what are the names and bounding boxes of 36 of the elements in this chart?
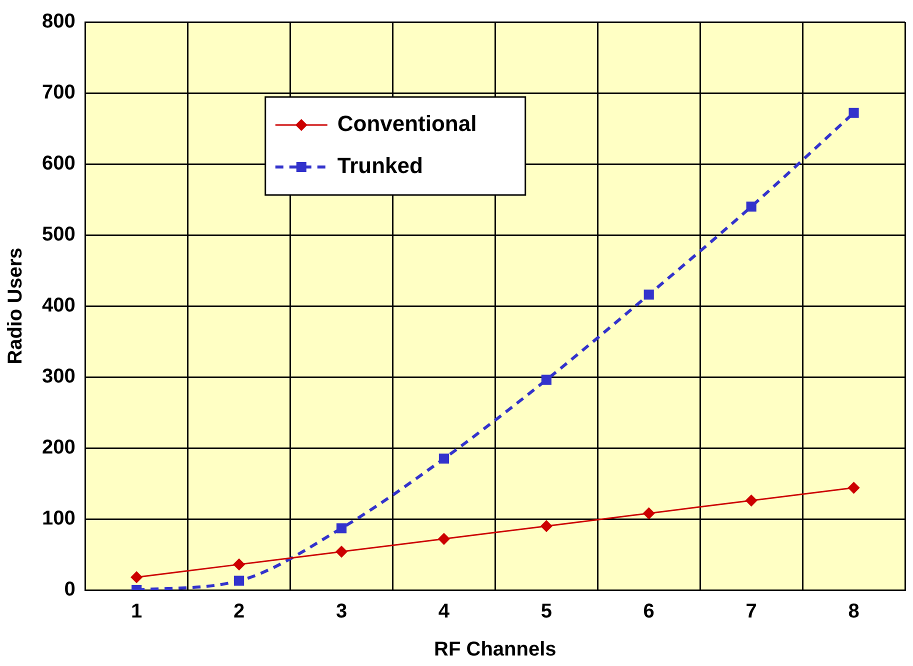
legend-label: Trunked <box>337 153 423 178</box>
x-axis-title: RF Channels <box>434 638 556 661</box>
point <box>130 571 142 583</box>
point <box>746 494 758 506</box>
point <box>234 576 244 586</box>
y-axis-title: Radio Users <box>4 248 27 364</box>
point <box>644 290 654 300</box>
x-tick-label: 2 <box>233 600 245 623</box>
x-tick-label: 3 <box>336 600 348 623</box>
point <box>848 108 859 118</box>
point <box>643 508 655 520</box>
y-tick-label: 600 <box>42 152 76 175</box>
y-tick-label: 400 <box>42 294 76 317</box>
point <box>438 533 450 545</box>
y-tick-label: 500 <box>42 224 76 246</box>
y-tick-label: 300 <box>42 366 76 388</box>
x-tick-label: 7 <box>746 600 757 623</box>
x-tick-label: 1 <box>131 600 142 623</box>
y-tick-label: 800 <box>42 10 76 33</box>
point <box>848 482 860 494</box>
y-tick-label: 0 <box>64 578 76 601</box>
x-tick-label: 6 <box>643 600 654 623</box>
point <box>336 546 348 558</box>
point <box>438 454 449 464</box>
point <box>233 558 245 570</box>
legend-label: Conventional <box>337 111 477 136</box>
x-tick-label: 5 <box>540 600 552 623</box>
x-tick-label: 8 <box>848 600 860 623</box>
x-tick-label: 4 <box>438 600 450 623</box>
point <box>336 523 347 534</box>
y-tick-label: 700 <box>42 82 76 104</box>
point <box>541 374 552 385</box>
y-tick-label: 200 <box>42 436 76 459</box>
y-tick-label: 100 <box>42 508 76 530</box>
point <box>540 520 552 532</box>
point <box>746 202 756 212</box>
